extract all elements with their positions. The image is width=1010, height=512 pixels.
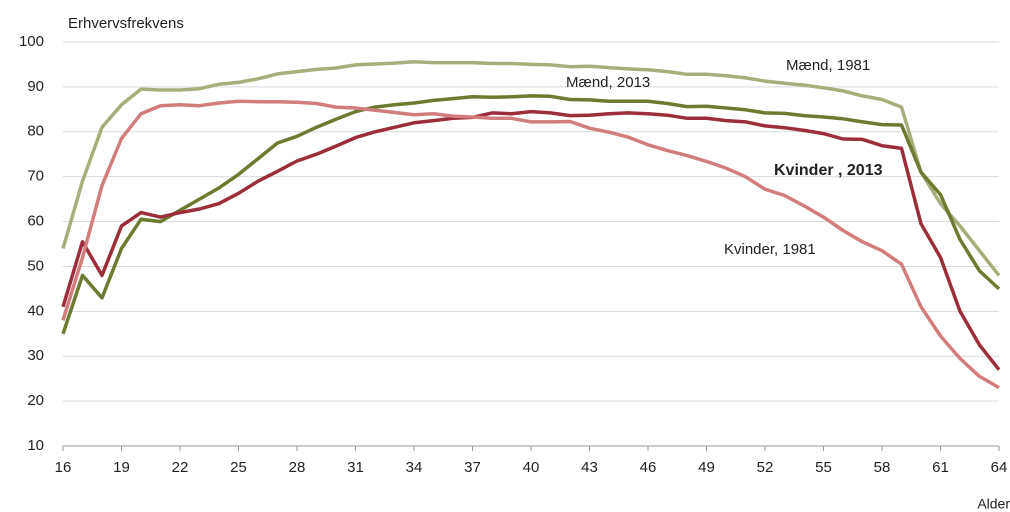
y-tick-label: 30 bbox=[27, 347, 44, 364]
series-label: Mænd, 1981 bbox=[786, 57, 870, 74]
x-tick-label: 61 bbox=[932, 459, 949, 476]
series-line bbox=[61, 99, 1000, 390]
y-tick-label: 70 bbox=[27, 168, 44, 185]
y-tick-label: 50 bbox=[27, 257, 44, 274]
x-tick-label: 16 bbox=[55, 459, 72, 476]
x-tick-label: 22 bbox=[172, 459, 189, 476]
x-tick-label: 34 bbox=[406, 459, 423, 476]
series-line bbox=[61, 94, 1001, 335]
series-label: Kvinder , 2013 bbox=[774, 162, 883, 179]
series-label: Kvinder, 1981 bbox=[724, 241, 816, 258]
y-tick-label: 90 bbox=[27, 78, 44, 95]
x-tick-label: 64 bbox=[991, 459, 1008, 476]
x-tick-label: 25 bbox=[230, 459, 247, 476]
x-axis-label: Alder bbox=[977, 496, 1010, 512]
x-tick-label: 55 bbox=[815, 459, 832, 476]
x-tick-label: 58 bbox=[874, 459, 891, 476]
x-tick-label: 40 bbox=[523, 459, 540, 476]
x-tick-label: 46 bbox=[640, 459, 657, 476]
y-tick-label: 100 bbox=[19, 33, 44, 50]
x-tick-label: 52 bbox=[757, 459, 774, 476]
x-tick-label: 43 bbox=[581, 459, 598, 476]
x-tick-label: 19 bbox=[113, 459, 130, 476]
y-tick-label: 80 bbox=[27, 123, 44, 140]
x-tick-label: 28 bbox=[289, 459, 306, 476]
series-label: Mænd, 2013 bbox=[566, 74, 650, 91]
y-tick-label: 40 bbox=[27, 302, 44, 319]
y-axis-label: Erhvervsfrekvens bbox=[68, 15, 184, 32]
series-line bbox=[61, 60, 1001, 277]
y-tick-label: 60 bbox=[27, 213, 44, 230]
x-tick-label: 37 bbox=[464, 459, 481, 476]
y-tick-label: 20 bbox=[27, 392, 44, 409]
y-tick-label: 10 bbox=[27, 437, 44, 454]
x-tick-label: 49 bbox=[698, 459, 715, 476]
series-line bbox=[61, 109, 1001, 371]
x-tick-label: 31 bbox=[347, 459, 364, 476]
